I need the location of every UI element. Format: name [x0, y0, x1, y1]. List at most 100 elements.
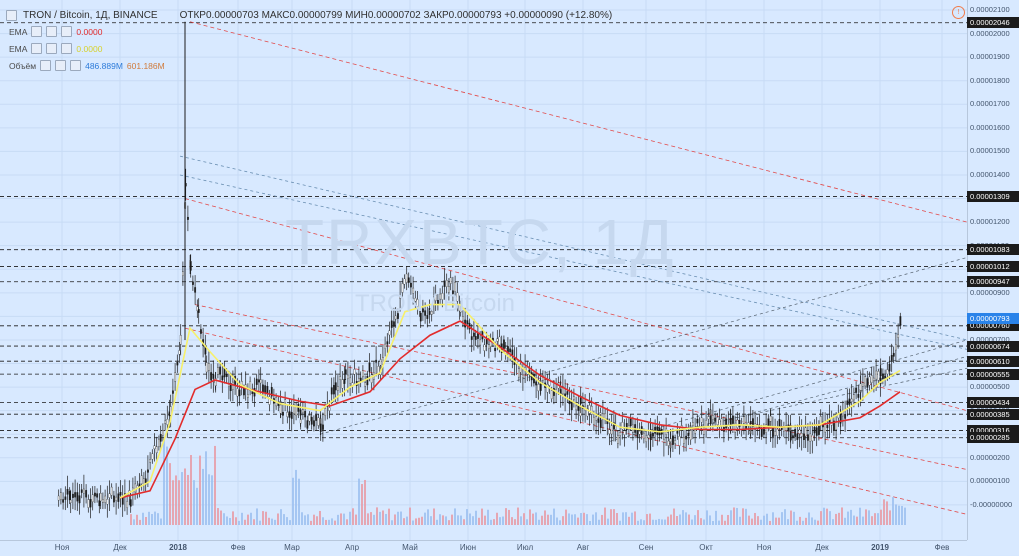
volume-bar — [529, 509, 531, 525]
volume-bar — [217, 508, 219, 525]
volume-bar — [775, 517, 777, 525]
candle-body — [317, 417, 320, 426]
price-chart-svg[interactable] — [0, 0, 968, 540]
settings-icon[interactable] — [55, 60, 67, 71]
volume-bar — [346, 519, 348, 525]
candle-body — [473, 332, 475, 337]
time-axis-label: Мар — [284, 543, 300, 552]
close-icon[interactable] — [70, 60, 82, 71]
trendline — [184, 198, 968, 412]
time-axis-label: Авг — [576, 543, 590, 552]
candle-body — [705, 420, 708, 429]
volume-bar — [790, 510, 792, 525]
alert-icon[interactable]: ! — [952, 6, 965, 19]
candle-body — [595, 416, 598, 421]
candle-body — [577, 405, 580, 411]
volume-bar — [268, 517, 270, 525]
time-axis-label: Июл — [516, 543, 534, 552]
time-axis-label: Апр — [344, 543, 360, 552]
volume-bar — [700, 518, 702, 525]
volume-bar — [472, 516, 474, 525]
volume-bar — [577, 517, 579, 525]
candle-body — [384, 343, 387, 349]
price-level-badge: 0.00000760 — [967, 320, 1019, 332]
candle-body — [864, 376, 867, 387]
volume-bar — [706, 510, 708, 525]
volume-bar — [589, 520, 591, 525]
candle-body — [98, 500, 101, 507]
close-icon[interactable] — [61, 43, 73, 54]
candle-body — [685, 435, 688, 440]
candle-body — [375, 359, 378, 363]
candle-body — [488, 344, 490, 349]
volume-bar — [199, 455, 201, 525]
volume-bar — [889, 510, 891, 525]
candle-body — [390, 320, 393, 328]
candle-body — [441, 293, 444, 300]
candle-body — [645, 435, 648, 442]
volume-bar — [751, 518, 753, 525]
eye-icon[interactable] — [40, 60, 52, 71]
candle-body — [474, 336, 477, 340]
volume-bar — [466, 509, 468, 525]
volume-bar — [178, 480, 180, 525]
candle-body — [302, 409, 304, 413]
volume-bar — [874, 513, 876, 525]
eye-icon[interactable] — [31, 26, 43, 37]
candle-body — [401, 283, 404, 293]
candle-body — [794, 428, 797, 437]
volume-bar — [310, 520, 312, 525]
candle-body — [479, 339, 482, 346]
settings-icon[interactable] — [46, 43, 58, 54]
candle-body — [862, 382, 864, 387]
time-axis-label: Май — [402, 543, 418, 552]
candle-body — [882, 373, 884, 379]
volume-bar — [154, 511, 156, 525]
price-chart-area[interactable] — [0, 0, 968, 540]
indicator-row[interactable]: EMA 0.0000 — [9, 25, 102, 38]
candle-body — [121, 497, 124, 505]
volume-bar — [235, 517, 237, 525]
candle-body — [176, 362, 179, 366]
volume-bar — [424, 512, 426, 525]
indicator-name: Объём — [9, 60, 37, 71]
price-axis-label: 0.00000200 — [970, 452, 1010, 462]
collapse-legend-icon[interactable] — [6, 9, 17, 21]
settings-icon[interactable] — [46, 26, 58, 37]
close-icon[interactable] — [61, 26, 73, 37]
price-level-badge: 0.00000285 — [967, 432, 1019, 444]
candle-body — [537, 384, 540, 392]
indicator-row[interactable]: EMA 0.0000 — [9, 42, 102, 55]
candle-body — [286, 412, 289, 417]
candle-body — [87, 499, 90, 508]
candle-body — [259, 379, 262, 384]
candle-body — [716, 417, 719, 425]
candle-body — [422, 308, 424, 313]
indicator-name: EMA — [9, 43, 28, 54]
volume-bar — [211, 475, 213, 525]
volume-bar — [541, 515, 543, 525]
candle-body — [319, 423, 322, 432]
candle-body — [575, 405, 578, 411]
candle-body — [72, 493, 74, 498]
candle-body — [654, 426, 657, 434]
eye-icon[interactable] — [31, 43, 43, 54]
candle-body — [328, 407, 331, 411]
volume-bar — [334, 520, 336, 525]
candle-body — [270, 387, 273, 397]
candle-body — [707, 416, 710, 420]
volume-bar — [412, 520, 414, 525]
volume-bar — [649, 513, 651, 525]
candle-body — [853, 394, 855, 401]
volume-bar — [586, 514, 588, 525]
price-axis-label: 0.00001400 — [970, 169, 1010, 179]
candle-body — [78, 495, 81, 504]
indicator-row[interactable]: Объём 486.889M 601.186M — [9, 59, 165, 72]
candle-body — [669, 438, 672, 442]
candle-body — [736, 419, 739, 428]
candle-body — [210, 372, 213, 381]
candle-body — [899, 316, 902, 326]
time-axis[interactable] — [0, 540, 967, 556]
price-level-badge: 0.00001083 — [967, 244, 1019, 256]
candle-body — [807, 434, 809, 441]
